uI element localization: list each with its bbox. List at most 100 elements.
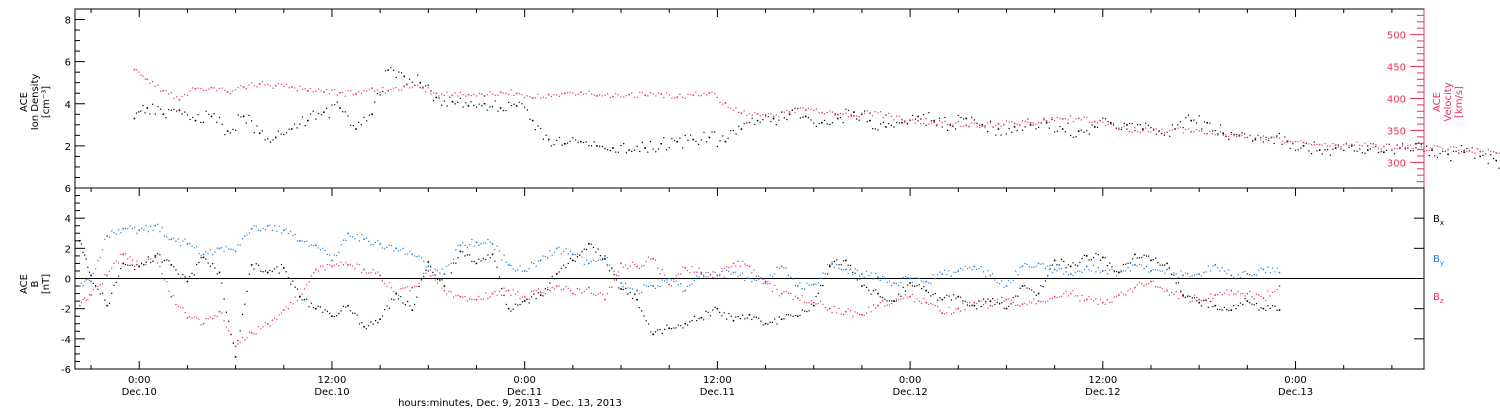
trace-dot	[1452, 150, 1455, 152]
trace-dot	[778, 295, 780, 297]
trace-dot	[179, 277, 182, 279]
density-axis-title-line: ACE	[19, 92, 30, 112]
trace-dot	[324, 309, 326, 311]
trace-dot	[101, 283, 104, 285]
trace-dot	[1294, 149, 1297, 151]
trace-dot	[698, 276, 700, 278]
trace-dot	[310, 244, 312, 246]
trace-dot	[823, 113, 826, 115]
trace-dot	[553, 93, 555, 96]
data-point	[419, 86, 422, 89]
trace-dot	[987, 122, 989, 124]
trace-dot	[1099, 120, 1101, 122]
trace-dot	[567, 253, 569, 255]
trace-dot	[618, 271, 620, 273]
data-point	[877, 292, 879, 295]
trace-dot	[101, 249, 104, 251]
trace-dot	[1107, 123, 1109, 126]
trace-dot	[1252, 140, 1254, 142]
trace-dot	[815, 108, 818, 110]
data-point	[515, 105, 518, 107]
trace-dot	[390, 88, 392, 91]
trace-dot	[1187, 273, 1189, 275]
trace-dot	[1138, 281, 1141, 284]
trace-dot	[902, 277, 904, 279]
trace-dot	[822, 272, 824, 274]
trace-dot	[1112, 122, 1115, 124]
trace-dot	[673, 278, 675, 280]
trace-dot	[84, 254, 86, 256]
trace-dot	[1001, 280, 1003, 282]
data-point	[1479, 155, 1482, 158]
data-point	[250, 264, 253, 266]
trace-dot	[177, 273, 179, 275]
trace-dot	[277, 83, 280, 85]
trace-dot	[1207, 306, 1209, 308]
trace-dot	[1267, 290, 1269, 292]
trace-dot	[914, 285, 916, 288]
data-point	[869, 112, 871, 115]
trace-dot	[1175, 273, 1177, 275]
trace-dot	[420, 278, 423, 280]
trace-dot	[916, 285, 918, 287]
trace-dot	[891, 302, 893, 305]
trace-dot	[691, 283, 693, 285]
data-point	[828, 265, 831, 268]
trace-dot	[1021, 129, 1024, 131]
trace-dot	[232, 342, 234, 344]
data-point	[427, 261, 430, 263]
trace-dot	[294, 233, 296, 235]
trace-dot	[1122, 270, 1125, 272]
trace-dot	[987, 130, 989, 133]
trace-dot	[473, 245, 475, 247]
trace-dot	[1051, 117, 1053, 119]
trace-dot	[1003, 286, 1005, 289]
trace-dot	[510, 294, 512, 296]
trace-dot	[984, 127, 986, 129]
trace-dot	[705, 272, 707, 274]
trace-dot	[647, 95, 649, 97]
trace-dot	[1444, 150, 1447, 152]
trace-dot	[677, 273, 679, 275]
velocity-tick-label: 400	[1387, 95, 1406, 106]
trace-dot	[833, 305, 835, 307]
trace-dot	[1111, 301, 1113, 303]
trace-dot	[344, 111, 346, 113]
trace-dot	[471, 260, 473, 263]
trace-dot	[1145, 283, 1147, 285]
trace-dot	[1064, 118, 1066, 120]
data-point	[299, 239, 301, 242]
trace-dot	[636, 145, 638, 147]
data-point	[170, 295, 173, 298]
trace-dot	[856, 312, 858, 314]
trace-dot	[952, 124, 954, 126]
trace-dot	[888, 304, 891, 306]
trace-dot	[466, 246, 468, 248]
trace-dot	[1274, 305, 1276, 307]
trace-dot	[946, 312, 948, 314]
trace-dot	[1123, 125, 1125, 127]
data-point	[941, 312, 944, 314]
trace-dot	[769, 274, 771, 276]
trace-dot	[1152, 259, 1154, 261]
trace-dot	[725, 265, 728, 268]
trace-dot	[501, 259, 503, 261]
trace-dot	[308, 306, 310, 308]
trace-dot	[186, 94, 189, 96]
trace-dot	[1393, 153, 1396, 155]
trace-dot	[80, 243, 83, 245]
trace-dot	[425, 266, 427, 268]
trace-dot	[260, 230, 262, 232]
trace-dot	[303, 299, 306, 301]
trace-dot	[707, 311, 709, 313]
trace-dot	[1161, 132, 1163, 135]
trace-dot	[567, 287, 569, 289]
data-point	[925, 301, 927, 304]
trace-dot	[1024, 285, 1026, 287]
data-point	[1158, 130, 1160, 132]
trace-dot	[517, 291, 519, 293]
trace-dot	[1262, 135, 1265, 137]
trace-dot	[928, 112, 930, 114]
trace-dot	[870, 293, 872, 295]
trace-dot	[976, 126, 978, 128]
